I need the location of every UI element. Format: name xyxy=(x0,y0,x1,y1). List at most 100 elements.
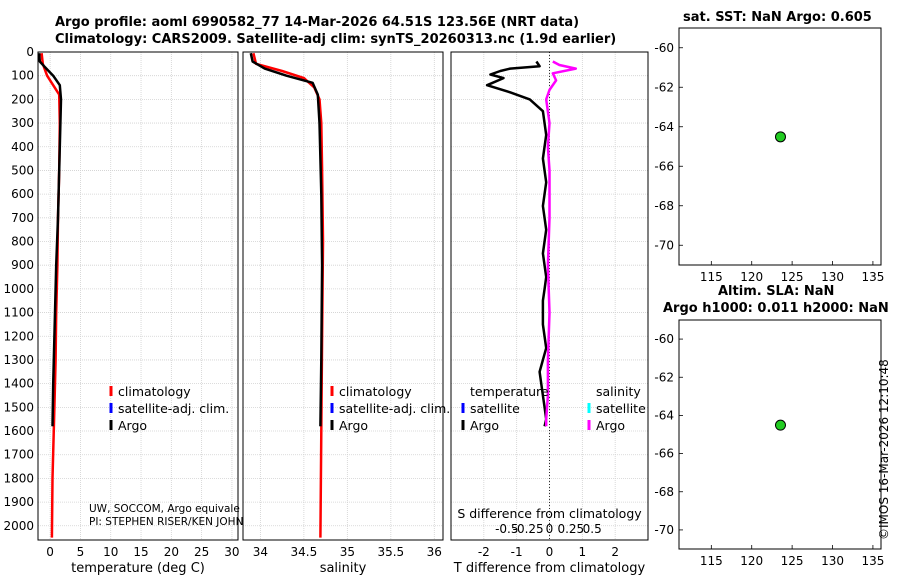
y-tick-label: 2000 xyxy=(3,519,34,533)
x-axis-label: salinity xyxy=(320,561,367,576)
x-tick-label: 120 xyxy=(740,554,763,568)
x-tick-label: 20 xyxy=(164,545,179,559)
y-tick-label: -60 xyxy=(654,332,674,346)
y-tick-label: -64 xyxy=(654,120,674,134)
figure-title-line1: Argo profile: aoml 6990582_77 14-Mar-202… xyxy=(55,15,580,30)
legend-label: satellite-adj. clim. xyxy=(118,401,229,416)
x-axis-label: T difference from climatology xyxy=(453,561,646,576)
x-tick-label: 2 xyxy=(611,545,619,559)
legend-label: climatology xyxy=(339,384,412,399)
x-tick-label: 34.5 xyxy=(291,545,318,559)
x-tick-label: 0 xyxy=(46,545,54,559)
y-tick-label: 1100 xyxy=(3,306,34,320)
x-tick-label: 125 xyxy=(781,554,804,568)
altim-location-map: -60 -62 -64 -66 -68 -70 115 120 125 130 135 xyxy=(654,319,884,568)
y-tick-label: 1200 xyxy=(3,329,34,343)
x-tick-label: 115 xyxy=(700,554,723,568)
y-tick-label: 0 xyxy=(26,45,34,59)
x2-tick-label: 0.25 xyxy=(557,522,584,536)
x-tick-label: 34 xyxy=(253,545,268,559)
altim-panel-title-line2: Argo h1000: 0.011 h2000: NaN xyxy=(663,301,889,316)
y-tick-label: 1800 xyxy=(3,471,34,485)
x-tick-label: 130 xyxy=(821,554,844,568)
y-tick-label: 100 xyxy=(11,69,34,83)
y-tick-label: 300 xyxy=(11,116,34,130)
legend-label: Argo xyxy=(596,418,625,433)
x-tick-label: 35.5 xyxy=(377,545,404,559)
x-tick-label: 125 xyxy=(781,270,804,284)
y-tick-label: 1600 xyxy=(3,424,34,438)
x-tick-label: 120 xyxy=(740,270,763,284)
y-tick-label: 700 xyxy=(11,211,34,225)
legend-label: satellite-adj. clim. xyxy=(339,401,450,416)
y-tick-label: 1400 xyxy=(3,377,34,391)
y-tick-label: 900 xyxy=(11,258,34,272)
x-tick-label: 15 xyxy=(133,545,148,559)
y-tick-label: -60 xyxy=(654,41,674,55)
plot-frame xyxy=(37,51,239,541)
y-tick-label: -68 xyxy=(654,485,674,499)
info-text-line1: UW, SOCCOM, Argo equivale xyxy=(89,503,240,515)
y-tick-label: 800 xyxy=(11,235,34,249)
series-line-Argo xyxy=(37,53,63,427)
x-tick-label: 130 xyxy=(821,270,844,284)
legend-label: Argo xyxy=(339,418,368,433)
y-tick-label: -62 xyxy=(654,370,674,384)
y-tick-label: -62 xyxy=(654,80,674,94)
float-location-marker xyxy=(774,131,786,143)
x-tick-label: 30 xyxy=(224,545,239,559)
sst-panel-title: sat. SST: NaN Argo: 0.605 xyxy=(683,10,872,25)
y-tick-label: 1500 xyxy=(3,400,34,414)
y-tick-label: 500 xyxy=(11,163,34,177)
x-tick-label: 0 xyxy=(546,545,554,559)
x-tick-label: -2 xyxy=(478,545,490,559)
legend-header: temperature xyxy=(470,384,549,399)
salinity-profile-panel: 34 34.5 35 35.5 36 salinity climatology satelli… xyxy=(242,51,450,576)
x-tick-label: 35 xyxy=(340,545,355,559)
x-tick-label: 36 xyxy=(427,545,442,559)
series-line-temperature-Argo xyxy=(485,60,548,427)
legend-header: salinity xyxy=(596,384,641,399)
series-line-climatology xyxy=(40,53,62,538)
y-tick-label: 400 xyxy=(11,140,34,154)
temperature-profile-panel: 0100200300400500600700800900100011001200… xyxy=(3,45,239,576)
float-location-marker xyxy=(774,419,786,431)
y-tick-label: 1000 xyxy=(3,282,34,296)
x2-tick-label: 0.5 xyxy=(583,522,602,536)
x2-tick-label: -0.25 xyxy=(513,522,544,536)
x-tick-label: 25 xyxy=(194,545,209,559)
legend-label: satellite xyxy=(596,401,646,416)
x2-tick-label: -0.5 xyxy=(495,522,518,536)
y-tick-label: 1300 xyxy=(3,353,34,367)
info-text-line2: PI: STEPHEN RISER/KEN JOHN xyxy=(89,516,243,528)
x2-axis-label: S difference from climatology xyxy=(457,506,642,521)
legend-label: Argo xyxy=(118,418,147,433)
x-tick-label: 135 xyxy=(861,554,884,568)
series-line-salinity-Argo xyxy=(544,60,578,427)
y-tick-label: -70 xyxy=(654,523,674,537)
x-tick-label: 5 xyxy=(77,545,85,559)
map-frame xyxy=(678,319,882,550)
y-tick-label: 1700 xyxy=(3,448,34,462)
figure-title-line2: Climatology: CARS2009. Satellite-adj cli… xyxy=(55,32,617,47)
y-tick-label: 1900 xyxy=(3,495,34,509)
x-tick-label: -1 xyxy=(511,545,523,559)
y-tick-label: -64 xyxy=(654,408,674,422)
x-tick-label: 10 xyxy=(103,545,118,559)
series-line-climatology xyxy=(252,52,325,538)
x-tick-label: 1 xyxy=(579,545,587,559)
plot-frame xyxy=(450,51,649,541)
legend-label: climatology xyxy=(118,384,191,399)
x-tick-label: 135 xyxy=(861,270,884,284)
y-tick-label: 600 xyxy=(11,187,34,201)
sst-location-map: -60 -62 -64 -66 -68 -70 115 120 125 130 135 xyxy=(654,27,884,284)
difference-profile-panel: -2 -1 0 1 2 -0.5-0.25 0 0.250.5S difference fro… xyxy=(450,51,649,576)
y-tick-label: -68 xyxy=(654,199,674,213)
legend-label: Argo xyxy=(470,418,499,433)
y-tick-label: 200 xyxy=(11,92,34,106)
x-axis-label: temperature (deg C) xyxy=(71,561,205,576)
y-tick-label: -70 xyxy=(654,238,674,252)
credit-stamp: ©IMOS 16-Mar-2026 12:10:48 xyxy=(877,359,891,540)
